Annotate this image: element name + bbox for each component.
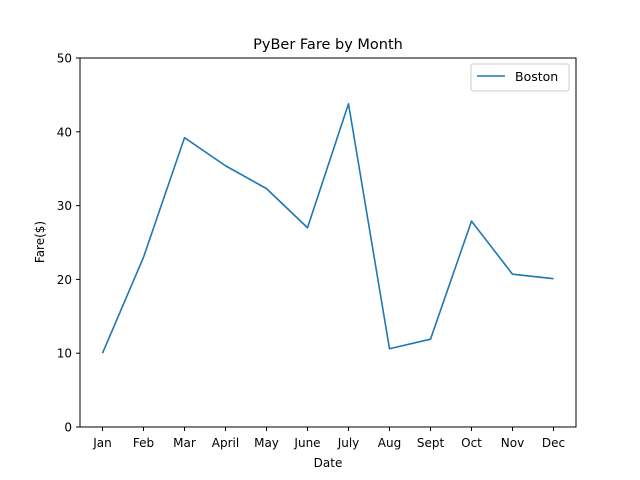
series-layer <box>101 102 554 354</box>
y-tick-label: 0 <box>64 421 72 435</box>
y-tick-label: 10 <box>57 347 72 361</box>
y-tick-label: 50 <box>57 52 72 66</box>
x-axis-label: Date <box>314 456 343 470</box>
x-tick-label: Jan <box>92 436 112 450</box>
legend: Boston <box>470 63 570 92</box>
x-tick-label: Aug <box>378 436 401 450</box>
chart-title: PyBer Fare by Month <box>253 37 403 53</box>
x-tick-label: July <box>337 436 360 450</box>
plot-frame <box>79 57 577 428</box>
x-tick-label: Nov <box>501 436 524 450</box>
x-tick-label: June <box>293 436 320 450</box>
x-tick-label: Dec <box>542 436 565 450</box>
y-tick-label: 30 <box>57 199 72 213</box>
legend-box <box>470 63 570 92</box>
x-tick-label: Feb <box>133 436 154 450</box>
plot-area <box>80 58 576 427</box>
y-tick-label: 20 <box>57 273 72 287</box>
x-tick-label: Mar <box>173 436 196 450</box>
legend-label-boston: Boston <box>515 69 558 84</box>
y-tick-label: 40 <box>57 125 72 139</box>
y-axis-label: Fare($) <box>33 221 47 263</box>
x-tick-label: May <box>254 436 279 450</box>
x-tick-label: April <box>212 436 239 450</box>
x-axis-ticks: Jan Feb Mar April May June July Aug Sept Oct Nov De… <box>92 427 565 450</box>
x-tick-label: Sept <box>417 436 445 450</box>
x-tick-label: Oct <box>461 436 482 450</box>
y-axis-ticks: 0 10 20 30 40 50 <box>57 52 80 435</box>
series-line-boston <box>101 102 554 354</box>
